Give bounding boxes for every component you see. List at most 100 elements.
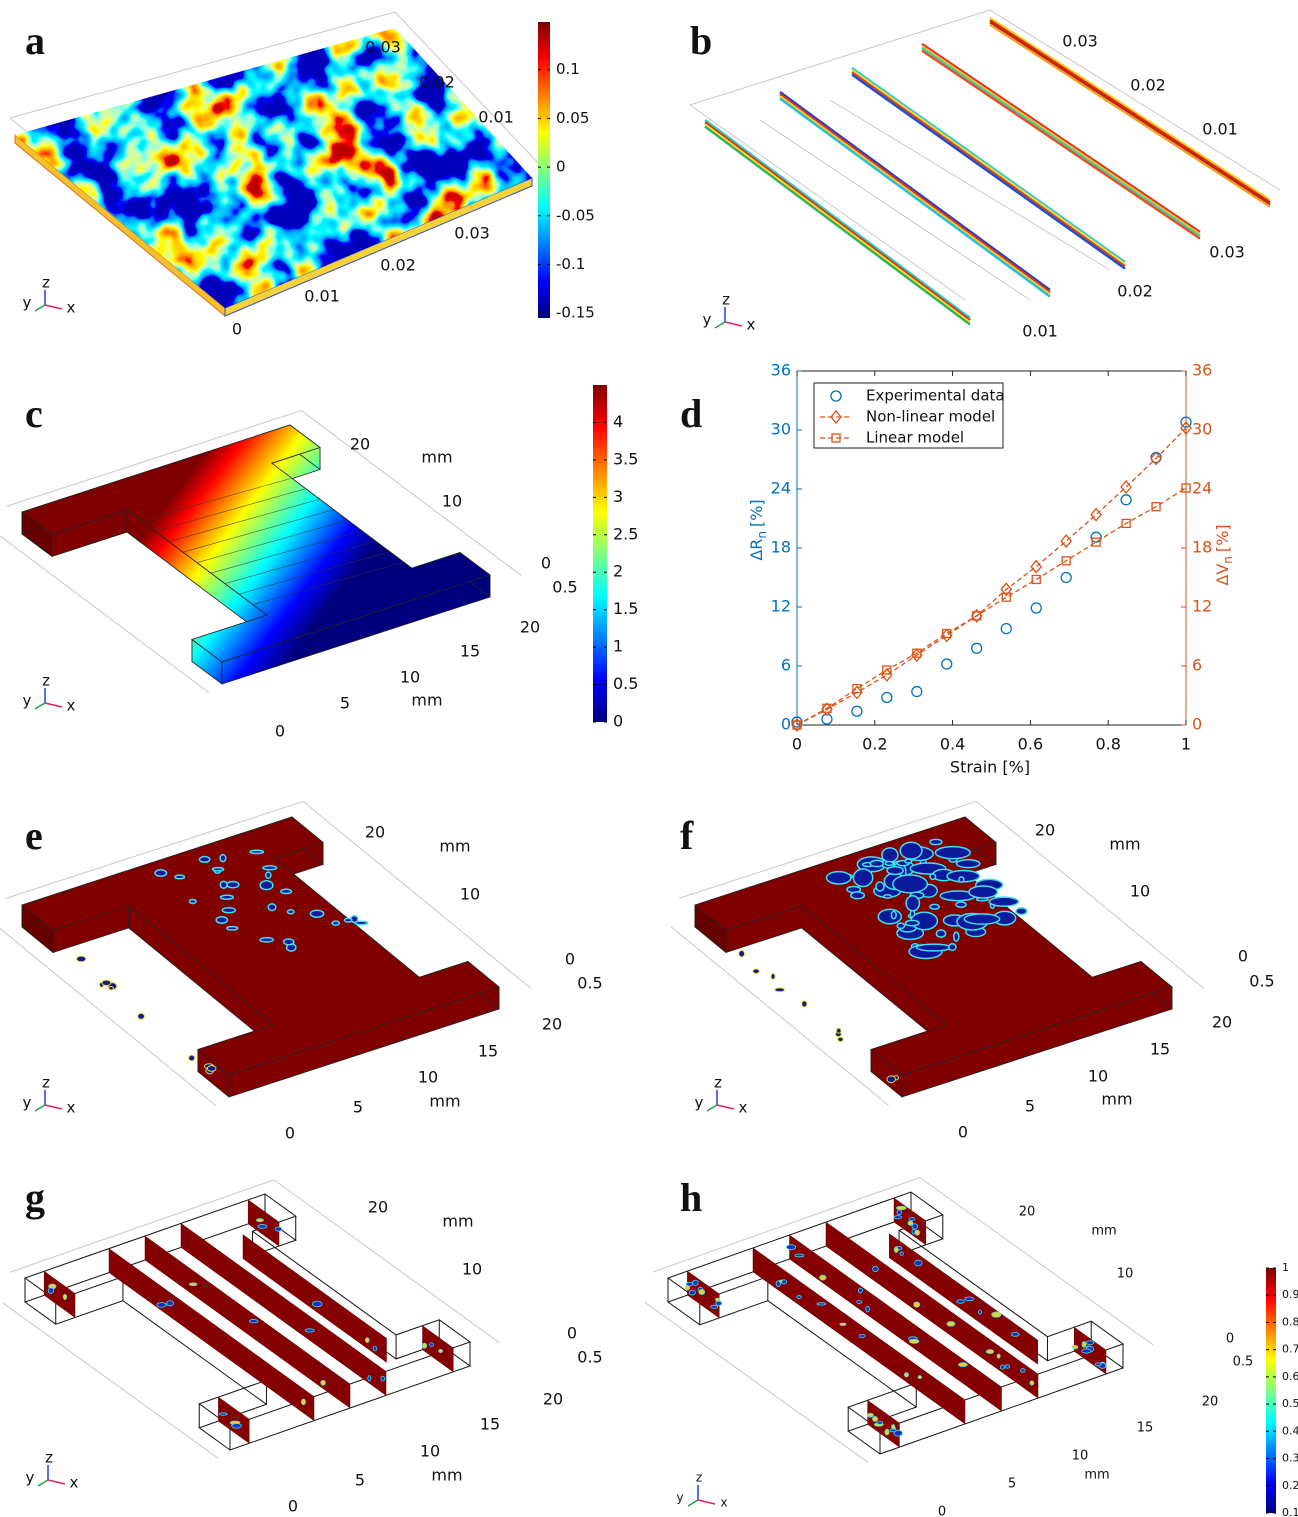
triad-y xyxy=(687,1499,699,1507)
blob xyxy=(884,1428,890,1436)
marker xyxy=(1030,602,1042,614)
y2-axis-label: ΔVn [%] xyxy=(1213,524,1235,585)
triad-label: z xyxy=(42,274,50,292)
blob xyxy=(882,893,892,899)
marker xyxy=(910,648,923,663)
surface-texture xyxy=(15,28,532,308)
blob xyxy=(929,838,943,846)
blob xyxy=(794,1253,805,1258)
side-shade xyxy=(22,512,52,557)
y-tick-label: 0 xyxy=(781,715,791,734)
blob xyxy=(891,1424,896,1429)
y2-tick-label: 36 xyxy=(1192,361,1212,380)
blob xyxy=(259,880,274,891)
axis-tick-label: 10 xyxy=(1088,1067,1108,1086)
axis-tick-label: mm xyxy=(411,691,442,710)
triad-x xyxy=(44,304,63,310)
bounding-line xyxy=(302,801,532,989)
blob xyxy=(364,1337,370,1344)
blob xyxy=(286,909,295,915)
bounding-line xyxy=(9,11,396,119)
triad-x xyxy=(44,702,63,708)
legend-box xyxy=(813,382,1004,449)
top-face xyxy=(21,424,491,663)
blob xyxy=(935,929,947,938)
bounding-line xyxy=(6,410,302,507)
blob xyxy=(869,859,885,868)
axis-tick-label: 0.03 xyxy=(454,224,490,243)
axis-tick-label: 15 xyxy=(460,642,480,661)
blob xyxy=(872,1416,879,1422)
marker xyxy=(1151,502,1161,512)
blob xyxy=(929,903,940,910)
axis-tick-label: 10 xyxy=(442,492,462,511)
bounding-line xyxy=(273,1179,500,1344)
strip xyxy=(989,16,1271,202)
axis-tick-label: mm xyxy=(431,1466,462,1485)
bounding-line xyxy=(975,801,1205,989)
blob xyxy=(899,1251,904,1256)
triad-label: y xyxy=(676,1491,683,1505)
blob xyxy=(774,987,786,993)
section-strip xyxy=(422,1325,454,1373)
colorbar-tick-label: 2.5 xyxy=(613,524,638,543)
triad-y xyxy=(34,304,46,312)
blob xyxy=(421,1342,428,1349)
colorbar-tick-label: -0.05 xyxy=(556,206,595,224)
section-strip xyxy=(247,1199,280,1247)
axis-tick-label: 15 xyxy=(1150,1040,1170,1059)
triad-label: y xyxy=(23,294,32,312)
axis-tick-label: 5 xyxy=(355,1471,365,1490)
blob xyxy=(913,1301,921,1308)
y-axis-label: ΔRn [%] xyxy=(747,499,769,560)
y2-tick-label: 12 xyxy=(1192,597,1212,616)
marker xyxy=(1181,483,1191,493)
blob xyxy=(985,1349,995,1354)
axis-tick-label: 0.5 xyxy=(577,974,602,993)
blob xyxy=(137,1012,145,1020)
blob xyxy=(955,858,981,869)
y2-label-main: ΔV xyxy=(1213,564,1232,586)
triad-x xyxy=(724,321,743,327)
blob xyxy=(988,896,1020,907)
blob xyxy=(947,942,957,952)
marker xyxy=(852,683,862,694)
triad-y xyxy=(34,702,46,710)
strip xyxy=(921,47,1201,238)
bounding-line xyxy=(989,9,1281,191)
blob xyxy=(372,1345,378,1352)
marker xyxy=(912,648,922,658)
marker xyxy=(1120,494,1132,506)
axis-tick-label: 0 xyxy=(275,722,285,741)
blob xyxy=(977,1309,982,1315)
blob xyxy=(1085,1340,1095,1345)
blob xyxy=(872,1266,879,1272)
x-tick-label: 0.4 xyxy=(940,735,965,754)
strip xyxy=(704,125,971,326)
marker xyxy=(972,611,982,621)
axis-tick-label: 20 xyxy=(365,823,385,842)
axis-tick-label: 20 xyxy=(1212,1013,1232,1032)
blob xyxy=(999,1364,1006,1370)
blob xyxy=(914,1229,920,1236)
blob xyxy=(952,931,960,942)
marker xyxy=(1031,574,1041,585)
blob xyxy=(331,920,341,926)
blob xyxy=(274,1226,283,1232)
axis-tick-label: 20 xyxy=(1202,1395,1219,1410)
x-axis-label: Strain [%] xyxy=(950,758,1030,777)
blob xyxy=(835,1027,842,1034)
axis-tick-label: 0 xyxy=(288,1497,298,1516)
blob xyxy=(893,1246,899,1253)
strip xyxy=(779,95,1051,296)
triad-label: x xyxy=(67,1099,76,1117)
marker xyxy=(791,716,803,728)
blob xyxy=(438,1349,443,1354)
colorbar-tick-label: 0.4 xyxy=(1282,1424,1298,1437)
section-strip xyxy=(789,1234,1002,1412)
blob xyxy=(996,1353,1001,1359)
colorbar-tick-label: 0.8 xyxy=(1282,1315,1298,1328)
marker xyxy=(1090,507,1102,522)
axis-tick-label: mm xyxy=(1109,835,1140,854)
colorbar-tick-label: 0.1 xyxy=(1282,1506,1298,1517)
